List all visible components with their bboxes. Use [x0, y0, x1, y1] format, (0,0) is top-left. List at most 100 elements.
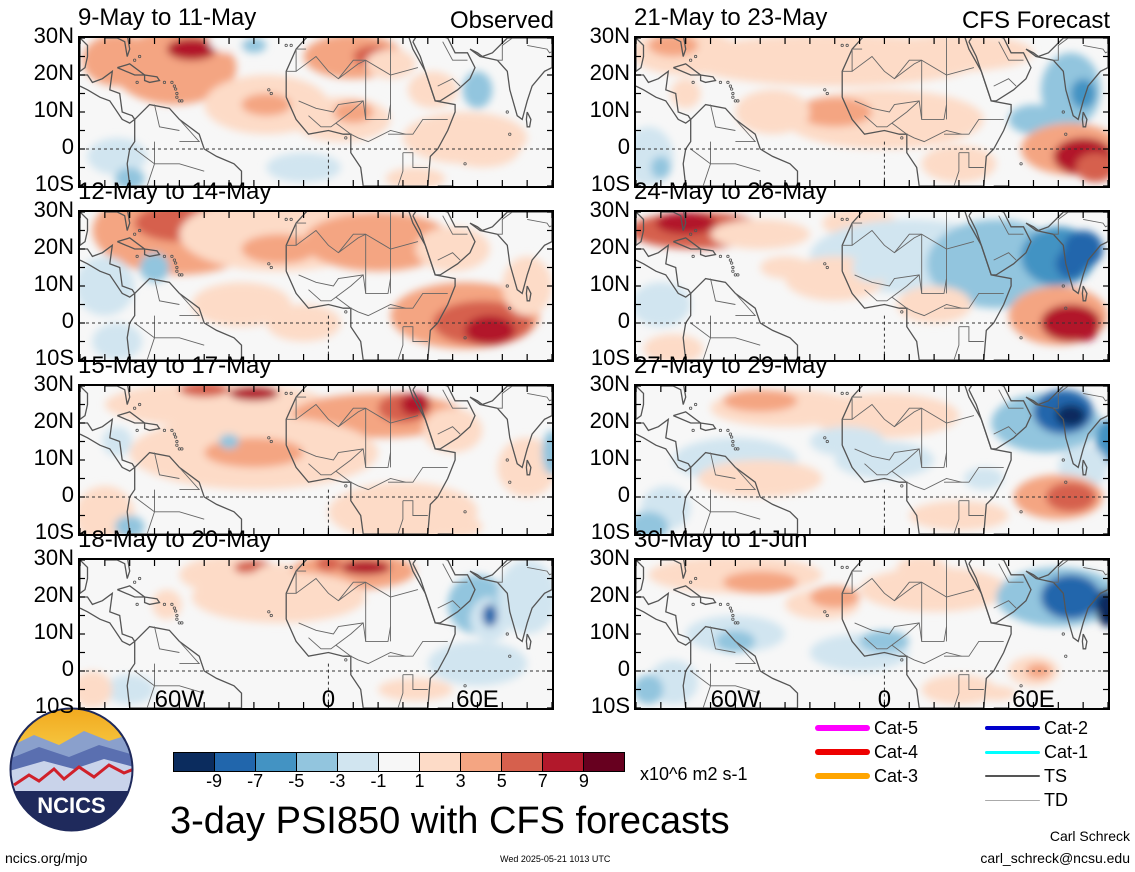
- lon-label: 60E: [456, 686, 499, 713]
- border: [842, 222, 863, 246]
- border: [397, 674, 404, 708]
- border: [308, 622, 364, 650]
- coastline: [968, 386, 1032, 450]
- island: [505, 110, 509, 114]
- border: [710, 278, 736, 305]
- coastline: [525, 111, 532, 128]
- island: [900, 484, 904, 488]
- lat-label: 30N: [589, 371, 630, 396]
- island: [825, 439, 829, 444]
- border: [1053, 38, 1069, 61]
- lat-label: 0: [61, 134, 74, 159]
- coastline: [469, 560, 552, 643]
- island: [180, 447, 184, 451]
- border: [527, 44, 552, 54]
- island: [1061, 110, 1065, 114]
- coastline: [699, 74, 717, 84]
- lat-label: 10S: [34, 519, 74, 544]
- coastline: [412, 386, 476, 450]
- border: [921, 408, 947, 468]
- island: [267, 88, 271, 92]
- legend-swatch: [985, 750, 1040, 754]
- legend-label: TS: [1044, 765, 1068, 786]
- anomaly-contour: [266, 152, 341, 183]
- island: [691, 80, 695, 85]
- colorbar-segment: [502, 753, 543, 771]
- island: [138, 402, 142, 407]
- anomaly-contour: [241, 38, 267, 53]
- island: [170, 80, 174, 85]
- island: [162, 254, 167, 259]
- anomaly-contour: [963, 467, 1004, 490]
- panel-title: 18-May to 20-May: [78, 526, 272, 553]
- border: [298, 274, 367, 294]
- border: [497, 386, 513, 409]
- island: [845, 217, 849, 221]
- colorbar-tick: 3: [455, 771, 466, 791]
- lat-label: 10N: [589, 97, 630, 122]
- coastline: [412, 212, 476, 276]
- border: [1083, 44, 1108, 54]
- border: [154, 626, 180, 653]
- island: [730, 261, 734, 265]
- island: [133, 406, 137, 410]
- border: [921, 234, 947, 294]
- island: [900, 310, 904, 314]
- island: [691, 428, 695, 433]
- border: [946, 386, 975, 424]
- panel-tag: Observed: [449, 7, 554, 34]
- border: [497, 38, 513, 61]
- island: [1019, 336, 1023, 340]
- lat-label: 10S: [590, 519, 630, 544]
- island: [731, 617, 735, 621]
- border: [993, 78, 1017, 87]
- island: [135, 80, 139, 85]
- anomaly-contour: [636, 674, 664, 705]
- anomaly-contour: [462, 71, 493, 109]
- ncics-logo: NCICS: [9, 707, 134, 832]
- lat-label: 10S: [34, 171, 74, 196]
- coastline: [682, 451, 799, 534]
- island: [284, 391, 288, 395]
- legend-swatch: [815, 773, 870, 779]
- lat-label: 20N: [589, 408, 630, 433]
- anomaly-contour: [1095, 589, 1108, 627]
- footer-author: Carl Schreck: [1049, 828, 1130, 844]
- lat-label: 10S: [590, 171, 630, 196]
- border: [690, 670, 761, 694]
- island: [267, 610, 271, 614]
- island: [728, 258, 733, 262]
- border: [497, 212, 513, 235]
- colorbar-segment: [256, 753, 297, 771]
- coastline: [80, 38, 89, 73]
- border: [891, 470, 962, 491]
- coastline: [636, 38, 645, 73]
- island: [175, 265, 179, 270]
- coastline: [660, 386, 687, 405]
- colorbar-tick: -3: [329, 771, 346, 791]
- border: [1083, 218, 1108, 228]
- island: [175, 269, 179, 273]
- coastline: [412, 560, 476, 624]
- lat-label: 0: [61, 656, 74, 681]
- island: [174, 261, 178, 265]
- border: [891, 122, 962, 143]
- island: [508, 306, 512, 310]
- island: [736, 99, 740, 103]
- anomaly-contour: [976, 685, 1017, 701]
- island: [845, 391, 849, 395]
- lat-label: 0: [617, 656, 630, 681]
- island: [284, 43, 288, 47]
- island: [823, 262, 827, 266]
- anomaly-contour: [385, 167, 446, 186]
- border: [335, 470, 406, 491]
- border: [179, 467, 201, 491]
- anomaly-contour: [1075, 152, 1108, 183]
- island: [694, 576, 698, 581]
- island: [694, 54, 698, 59]
- lat-label: 0: [617, 308, 630, 333]
- coastline: [80, 591, 136, 646]
- colorbar-segment: [379, 753, 420, 771]
- island: [172, 606, 177, 610]
- island: [170, 428, 174, 433]
